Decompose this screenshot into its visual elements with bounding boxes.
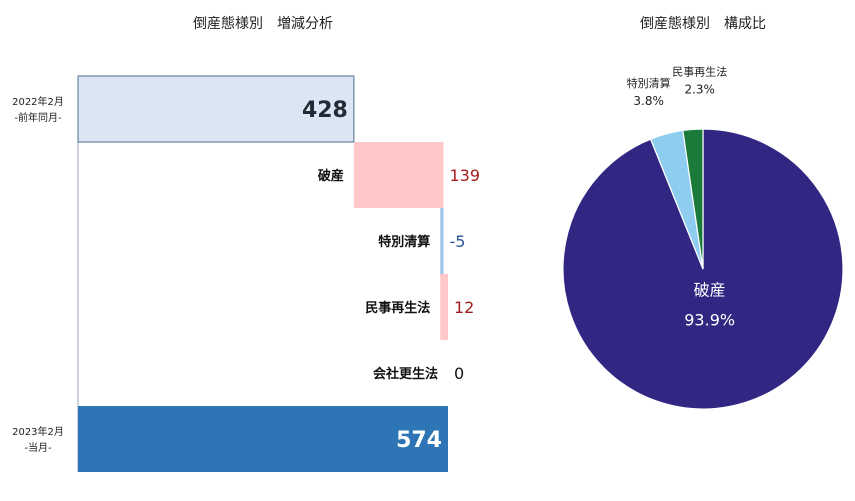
pie-label-slice-3: 民事再生法 xyxy=(672,64,727,78)
pie-title: 倒産態様別 構成比 xyxy=(640,16,766,32)
pie-label-slice-1: 破産 xyxy=(694,280,726,299)
waterfall-category-start-line1: 2022年2月 xyxy=(12,95,64,108)
waterfall-category-step-4: 会社更生法 xyxy=(373,366,438,382)
waterfall-bar-start xyxy=(77,75,355,143)
waterfall-category-step-2: 特別清算 xyxy=(378,234,430,250)
waterfall-value-step-4: 0 xyxy=(454,364,464,383)
waterfall-bar-step-3 xyxy=(440,274,448,340)
waterfall-category-end-line1: 2023年2月 xyxy=(12,425,64,438)
waterfall-category-step-1: 破産 xyxy=(318,168,344,184)
waterfall-value-step-1: 139 xyxy=(449,166,480,185)
waterfall-value-end: 574 xyxy=(396,428,442,453)
waterfall-value-step-3: 12 xyxy=(454,298,474,317)
waterfall-title: 倒産態様別 増減分析 xyxy=(193,15,333,32)
waterfall-bar-step-1 xyxy=(353,142,444,208)
pie-slice-3 xyxy=(682,128,704,270)
waterfall-chart: 428 2022年2月 -前年同月- 破産 139 特別清算 -5 民事再生法 12 会社更生法 0… xyxy=(12,75,480,472)
pie-label-slice-2: 特別清算 xyxy=(627,76,671,90)
waterfall-value-step-2: -5 xyxy=(449,232,465,251)
waterfall-bar-end xyxy=(78,406,448,472)
waterfall-category-start-line2: -前年同月- xyxy=(14,111,62,124)
waterfall-bar-step-2 xyxy=(440,208,444,274)
waterfall-category-step-3: 民事再生法 xyxy=(365,300,430,316)
pie-chart: 破産 93.9% 特別清算 3.8% 民事再生法 2.3% xyxy=(562,64,844,410)
pie-value-slice-3: 2.3% xyxy=(684,82,715,96)
pie-value-slice-2: 3.8% xyxy=(633,94,664,108)
waterfall-category-end-line2: -当月- xyxy=(24,441,52,454)
waterfall-value-start: 428 xyxy=(302,98,348,123)
pie-value-slice-1: 93.9% xyxy=(684,310,735,329)
